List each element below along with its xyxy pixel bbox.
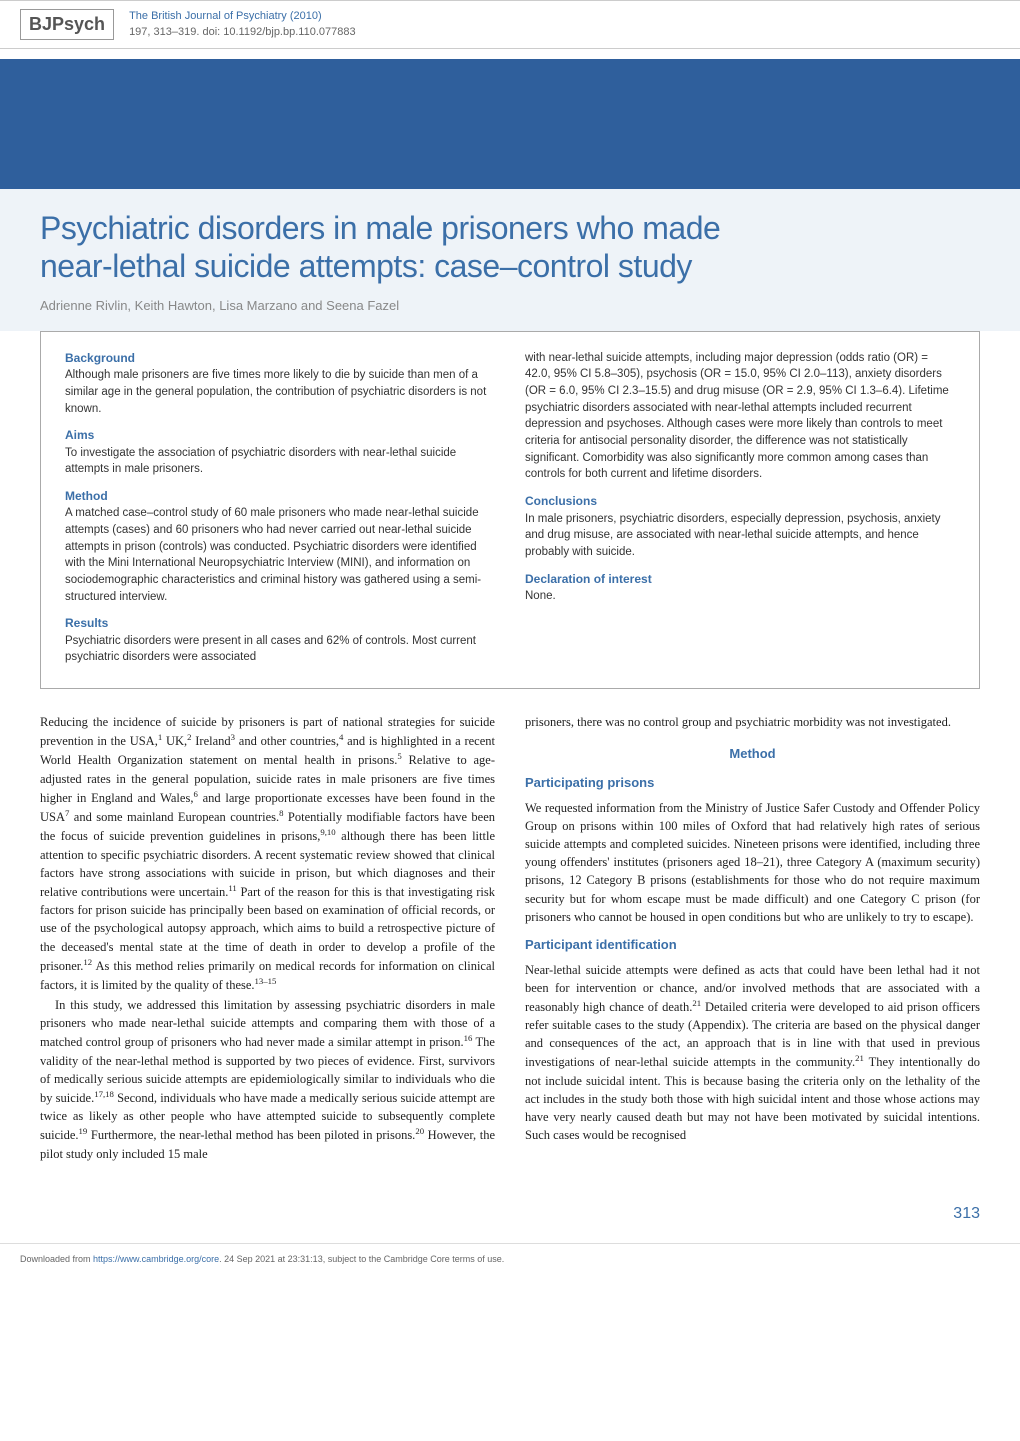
intro-continuation: prisoners, there was no control group an…	[525, 713, 980, 731]
footer-prefix: Downloaded from	[20, 1254, 93, 1264]
journal-title: The British Journal of Psychiatry (2010)	[129, 9, 356, 24]
title-line-2: near-lethal suicide attempts: case–contr…	[40, 248, 692, 284]
journal-citation: 197, 313–319. doi: 10.1192/bjp.bp.110.07…	[129, 25, 356, 40]
abstract-box: Background Although male prisoners are f…	[40, 331, 980, 689]
footer: Downloaded from https://www.cambridge.or…	[0, 1243, 1020, 1274]
authors: Adrienne Rivlin, Keith Hawton, Lisa Marz…	[40, 298, 980, 313]
journal-info: The British Journal of Psychiatry (2010)…	[129, 9, 356, 40]
title-block: Psychiatric disorders in male prisoners …	[0, 189, 1020, 331]
declaration-text: None.	[525, 588, 955, 605]
journal-logo: BJPsych	[20, 9, 114, 40]
logo-suffix: Psych	[52, 14, 105, 34]
participating-prisons-para: We requested information from the Minist…	[525, 799, 980, 926]
results-text-right: with near-lethal suicide attempts, inclu…	[525, 350, 955, 483]
method-section-heading: Method	[525, 745, 980, 764]
declaration-heading: Declaration of interest	[525, 571, 955, 588]
conclusions-heading: Conclusions	[525, 493, 955, 510]
background-text: Although male prisoners are five times m…	[65, 367, 495, 417]
abstract-left-col: Background Although male prisoners are f…	[65, 350, 495, 670]
footer-suffix: . 24 Sep 2021 at 23:31:13, subject to th…	[219, 1254, 504, 1264]
results-heading: Results	[65, 615, 495, 632]
page-number: 313	[0, 1195, 1020, 1243]
logo-prefix: BJ	[29, 14, 52, 34]
title-line-1: Psychiatric disorders in male prisoners …	[40, 210, 720, 246]
aims-heading: Aims	[65, 427, 495, 444]
intro-para-1: Reducing the incidence of suicide by pri…	[40, 713, 495, 994]
aims-text: To investigate the association of psychi…	[65, 445, 495, 478]
body-right-col: prisoners, there was no control group an…	[525, 713, 980, 1165]
abstract-right-col: with near-lethal suicide attempts, inclu…	[525, 350, 955, 670]
body-area: Reducing the incidence of suicide by pri…	[0, 689, 1020, 1195]
participant-identification-heading: Participant identification	[525, 936, 980, 955]
background-heading: Background	[65, 350, 495, 367]
intro-para-2: In this study, we addressed this limitat…	[40, 996, 495, 1163]
results-text-left: Psychiatric disorders were present in al…	[65, 633, 495, 666]
method-text: A matched case–control study of 60 male …	[65, 505, 495, 605]
journal-header: BJPsych The British Journal of Psychiatr…	[0, 0, 1020, 49]
conclusions-text: In male prisoners, psychiatric disorders…	[525, 511, 955, 561]
participating-prisons-heading: Participating prisons	[525, 774, 980, 793]
article-title: Psychiatric disorders in male prisoners …	[40, 209, 980, 286]
banner	[0, 59, 1020, 189]
participant-identification-para: Near-lethal suicide attempts were define…	[525, 961, 980, 1145]
footer-link[interactable]: https://www.cambridge.org/core	[93, 1254, 219, 1264]
method-heading: Method	[65, 488, 495, 505]
body-left-col: Reducing the incidence of suicide by pri…	[40, 713, 495, 1165]
